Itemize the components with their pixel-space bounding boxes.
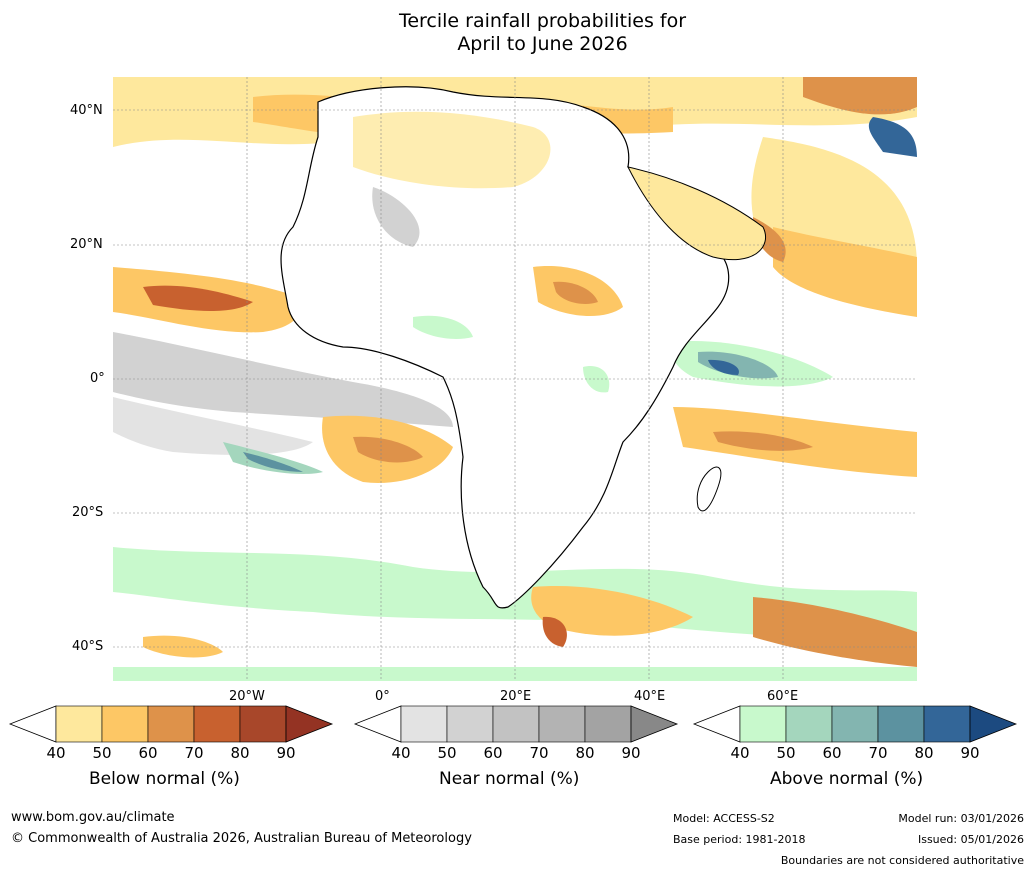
colorbar-below-over-triangle bbox=[285, 705, 334, 743]
colorbar-below-tick: 50 bbox=[92, 744, 112, 762]
lon-label-40e: 40°E bbox=[634, 689, 666, 704]
colorbar-near-segment bbox=[492, 705, 540, 743]
chart-title: Tercile rainfall probabilities for April… bbox=[0, 10, 1035, 56]
colorbar-above-tick: 90 bbox=[960, 744, 980, 762]
colorbar-near-under-triangle bbox=[353, 705, 402, 743]
colorbar-above-over-triangle bbox=[969, 705, 1018, 743]
colorbar-above-tick: 40 bbox=[730, 744, 750, 762]
colorbar-near-tick: 60 bbox=[483, 744, 503, 762]
lat-label-40n: 40°N bbox=[70, 103, 103, 118]
colorbar-near-tick: 70 bbox=[529, 744, 549, 762]
colorbar-above-segment bbox=[877, 705, 925, 743]
colorbar-below-tick: 70 bbox=[184, 744, 204, 762]
colorbar-below-segment bbox=[239, 705, 287, 743]
lat-label-40s: 40°S bbox=[72, 639, 104, 654]
colorbar-above-segment bbox=[785, 705, 833, 743]
title-line-2: April to June 2026 bbox=[457, 33, 628, 55]
footer-copyright: © Commonwealth of Australia 2026, Austra… bbox=[11, 831, 472, 846]
lat-label-20n: 20°N bbox=[70, 237, 103, 252]
colorbar-above-segment bbox=[831, 705, 879, 743]
lon-label-20e: 20°E bbox=[500, 689, 532, 704]
lon-label-20w: 20°W bbox=[229, 689, 265, 704]
map-svg bbox=[113, 77, 917, 681]
colorbar-below-tick: 90 bbox=[276, 744, 296, 762]
colorbar-above-segment bbox=[739, 705, 787, 743]
colorbar-below-segment bbox=[193, 705, 241, 743]
footer-disclaimer: Boundaries are not considered authoritat… bbox=[780, 854, 1024, 867]
colorbar-below-segment bbox=[101, 705, 149, 743]
footer-issued: Issued: 05/01/2026 bbox=[917, 833, 1024, 846]
colorbar-below-tick: 40 bbox=[46, 744, 66, 762]
colorbar-below-segment bbox=[55, 705, 103, 743]
colorbar-near-tick: 80 bbox=[575, 744, 595, 762]
colorbar-near-segment bbox=[400, 705, 448, 743]
colorbar-near-over-triangle bbox=[630, 705, 679, 743]
colorbar-title-above: Above normal (%) bbox=[770, 769, 924, 789]
colorbar-title-below: Below normal (%) bbox=[89, 769, 240, 789]
colorbar-below-tick: 80 bbox=[230, 744, 250, 762]
colorbar-below-tick: 60 bbox=[138, 744, 158, 762]
colorbar-near-segment bbox=[446, 705, 494, 743]
colorbar-below-segment bbox=[147, 705, 195, 743]
colorbar-above-tick: 60 bbox=[822, 744, 842, 762]
footer-website: www.bom.gov.au/climate bbox=[11, 810, 175, 825]
colorbars-svg bbox=[8, 705, 1018, 743]
colorbar-near-tick: 90 bbox=[621, 744, 641, 762]
colorbar-above-under-triangle bbox=[692, 705, 741, 743]
colorbar-title-near: Near normal (%) bbox=[439, 769, 580, 789]
colorbar-below-under-triangle bbox=[8, 705, 57, 743]
lat-label-20s: 20°S bbox=[72, 505, 104, 520]
colorbar-above-tick: 70 bbox=[868, 744, 888, 762]
footer-base-period: Base period: 1981-2018 bbox=[673, 833, 806, 846]
lat-label-0: 0° bbox=[90, 371, 105, 386]
colorbar-above-tick: 50 bbox=[776, 744, 796, 762]
footer-model-run: Model run: 03/01/2026 bbox=[898, 812, 1024, 825]
graticule bbox=[113, 77, 917, 681]
lon-label-0: 0° bbox=[375, 689, 390, 704]
rainfall-probability-map bbox=[113, 77, 917, 681]
footer-model: Model: ACCESS-S2 bbox=[673, 812, 775, 825]
colorbar-above-tick: 80 bbox=[914, 744, 934, 762]
colorbar-near-segment bbox=[584, 705, 632, 743]
colorbar-near-segment bbox=[538, 705, 586, 743]
africa-landmass bbox=[280, 86, 766, 609]
colorbar-near-tick: 50 bbox=[437, 744, 457, 762]
title-line-1: Tercile rainfall probabilities for bbox=[398, 10, 687, 32]
colorbar-near-tick: 40 bbox=[391, 744, 411, 762]
colorbar-above-segment bbox=[923, 705, 971, 743]
lon-label-60e: 60°E bbox=[767, 689, 799, 704]
